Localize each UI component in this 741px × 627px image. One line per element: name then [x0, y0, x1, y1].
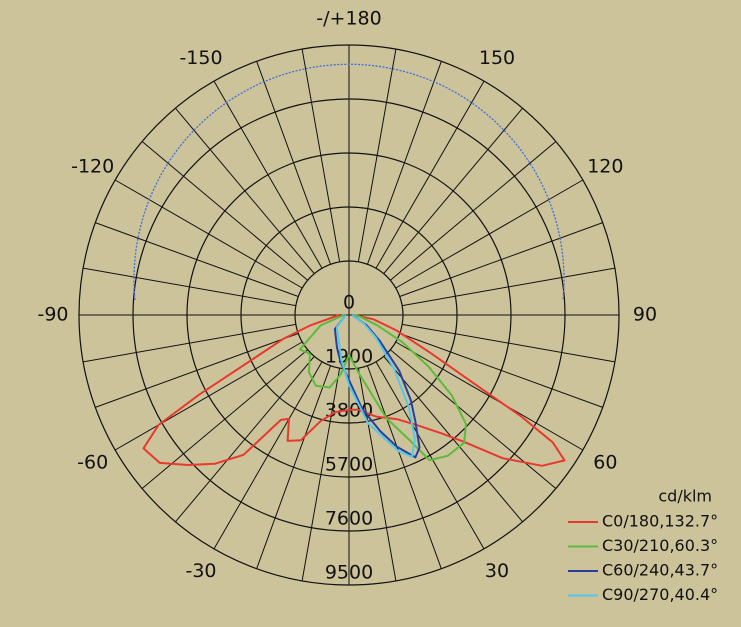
spoke [175, 107, 315, 274]
spoke [301, 49, 341, 262]
spoke [213, 80, 323, 269]
angle-tick-label: 90 [633, 304, 657, 326]
grid [78, 44, 620, 586]
legend-label: C0/180,132.7° [602, 512, 718, 531]
spoke [114, 341, 303, 451]
legend-label: C60/240,43.7° [602, 561, 718, 580]
reference-arc [133, 63, 565, 301]
spoke [213, 361, 323, 550]
spoke [175, 356, 315, 523]
spoke [83, 323, 296, 363]
spoke [357, 368, 397, 581]
r-tick-label: 7600 [325, 508, 373, 530]
spoke [399, 332, 603, 408]
angle-tick-label: -/+180 [316, 8, 381, 30]
angle-tick-label: 30 [485, 560, 509, 582]
spoke [366, 365, 442, 569]
spoke [395, 341, 584, 451]
angle-tick-label: -90 [37, 304, 68, 326]
spoke [390, 141, 557, 281]
spoke [390, 349, 557, 489]
angle-tick-label: 120 [587, 156, 623, 178]
intensity-curve [142, 314, 566, 467]
spoke [366, 61, 442, 265]
legend-label: C30/210,60.3° [602, 536, 718, 555]
spoke [141, 349, 308, 489]
spoke [83, 267, 296, 307]
spoke [114, 179, 303, 289]
angle-tick-label: -60 [77, 452, 108, 474]
spoke [395, 179, 584, 289]
spoke [375, 361, 485, 550]
intensity-curve [333, 314, 421, 459]
angle-tick-label: -30 [185, 560, 216, 582]
spoke [383, 107, 523, 274]
spoke [402, 323, 615, 363]
angle-tick-label: -150 [179, 47, 222, 69]
r-tick-label: 0 [343, 292, 355, 314]
spoke [95, 332, 299, 408]
legend-title: cd/klm [658, 487, 712, 506]
intensity-curve [335, 314, 416, 458]
angle-tick-label: -120 [71, 156, 114, 178]
spoke [141, 141, 308, 281]
legend-label: C90/270,40.4° [602, 585, 718, 604]
spoke [399, 222, 603, 298]
spoke [402, 267, 615, 307]
spoke [301, 368, 341, 581]
intensity-curve [298, 314, 467, 462]
r-tick-label: 9500 [325, 562, 373, 584]
spoke [256, 61, 332, 265]
spoke [383, 356, 523, 523]
spoke [95, 222, 299, 298]
spoke [375, 80, 485, 269]
spoke [256, 365, 332, 569]
legend: cd/klm C0/180,132.7° C30/210,60.3° C60/240… [568, 487, 718, 604]
r-tick-label: 5700 [325, 454, 373, 476]
angle-tick-label: 150 [479, 47, 515, 69]
angle-tick-label: 60 [593, 452, 617, 474]
spoke [357, 49, 397, 262]
